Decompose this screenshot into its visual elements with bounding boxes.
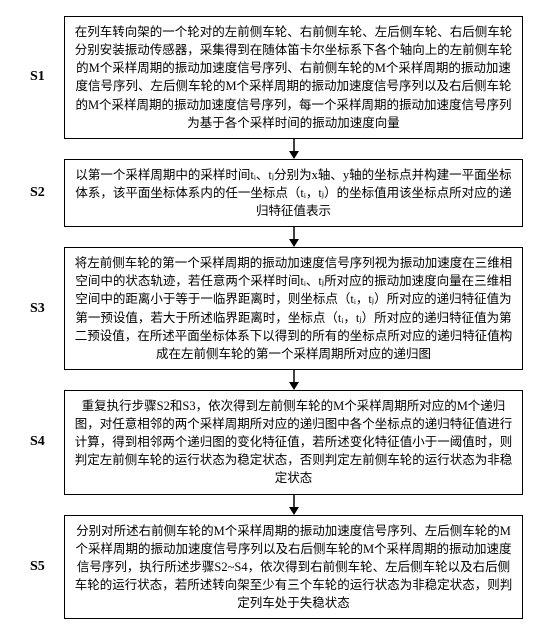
flow-arrow — [284, 139, 304, 159]
step-s2: S2 以第一个采样周期中的采样时间tᵢ、tⱼ分别为x轴、y轴的坐标点并构建一平面坐… — [30, 159, 523, 227]
step-box: 在列车转向架的一个轮对的左前侧车轮、右前侧车轮、左后侧车轮、右后侧车轮分别安装振… — [64, 16, 523, 139]
step-s4: S4 重复执行步骤S2和S3，依次得到左前侧车轮的M个采样周期所对应的M个递归图，… — [30, 390, 523, 495]
step-label: S3 — [30, 301, 56, 317]
step-label: S4 — [30, 434, 56, 450]
flowchart: S1 在列车转向架的一个轮对的左前侧车轮、右前侧车轮、左后侧车轮、右后侧车轮分别安… — [30, 16, 523, 619]
step-label: S1 — [30, 69, 56, 85]
step-s1: S1 在列车转向架的一个轮对的左前侧车轮、右前侧车轮、左后侧车轮、右后侧车轮分别安… — [30, 16, 523, 139]
flow-arrow — [284, 495, 304, 515]
step-box: 将左前侧车轮的第一个采样周期的振动加速度信号序列视为振动加速度在三维相空间中的状… — [64, 247, 523, 370]
flow-arrow — [284, 370, 304, 390]
step-box: 重复执行步骤S2和S3，依次得到左前侧车轮的M个采样周期所对应的M个递归图，对任… — [64, 390, 523, 495]
step-s3: S3 将左前侧车轮的第一个采样周期的振动加速度信号序列视为振动加速度在三维相空间中… — [30, 247, 523, 370]
flow-arrow — [284, 227, 304, 247]
step-box: 以第一个采样周期中的采样时间tᵢ、tⱼ分别为x轴、y轴的坐标点并构建一平面坐标体… — [64, 159, 523, 227]
arrow-wrap — [30, 370, 523, 390]
step-label: S2 — [30, 185, 56, 201]
arrow-wrap — [30, 139, 523, 159]
arrow-wrap — [30, 227, 523, 247]
arrow-wrap — [30, 495, 523, 515]
